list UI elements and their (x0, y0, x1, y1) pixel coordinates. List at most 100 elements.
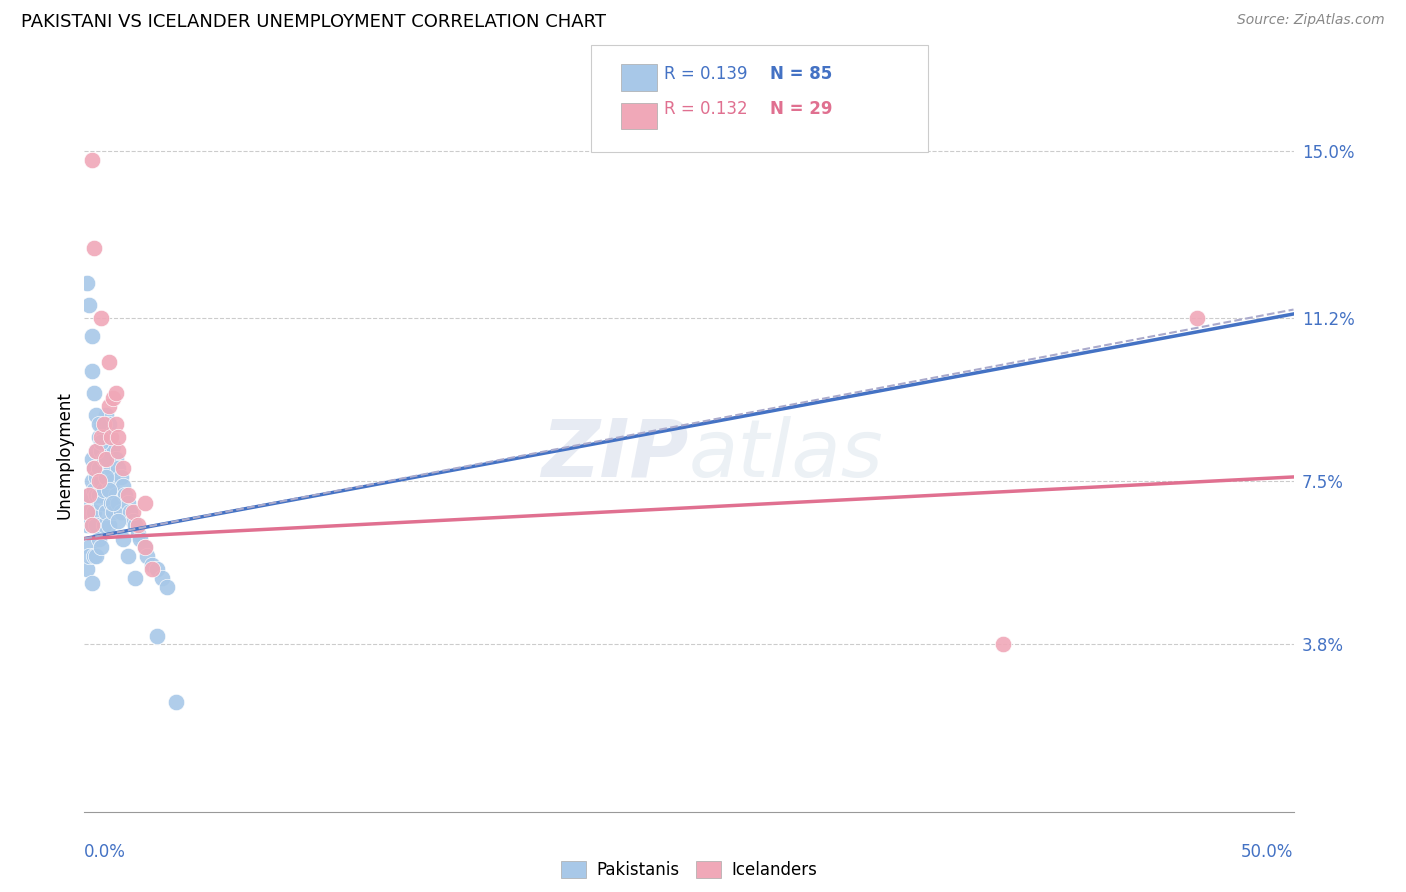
Point (107, 496, 129, 510)
Text: N = 29: N = 29 (770, 100, 832, 118)
Point (110, 470, 132, 484)
Point (121, 505, 143, 519)
Point (87, 487, 110, 501)
Point (90, 496, 112, 510)
Point (90, 417, 112, 431)
Point (94, 505, 117, 519)
Point (97, 443, 120, 458)
Point (77, 541, 100, 555)
Point (97, 518, 120, 533)
Point (97, 483, 120, 498)
Point (97, 475, 120, 489)
Point (150, 571, 173, 585)
Point (155, 580, 177, 594)
Point (83, 483, 105, 498)
Point (103, 439, 125, 453)
Point (93, 452, 115, 467)
Point (80, 364, 103, 378)
Point (90, 443, 112, 458)
Point (86, 518, 108, 533)
Point (77, 487, 100, 501)
Point (90, 434, 112, 449)
Point (86, 470, 108, 484)
Point (129, 532, 152, 546)
Point (94, 470, 117, 484)
Point (107, 430, 129, 444)
Point (93, 452, 115, 467)
Point (112, 532, 135, 546)
Point (94, 470, 117, 484)
Point (83, 461, 105, 475)
Point (86, 443, 108, 458)
Point (165, 695, 187, 709)
Point (134, 541, 156, 555)
Point (93, 518, 115, 533)
Point (146, 628, 169, 642)
Point (77, 505, 100, 519)
Point (103, 391, 125, 405)
Point (87, 475, 110, 489)
Point (97, 355, 120, 369)
Point (127, 518, 149, 533)
Point (77, 298, 100, 312)
Point (86, 443, 108, 458)
Point (76, 518, 98, 533)
Point (80, 475, 103, 489)
Point (107, 443, 129, 458)
Point (993, 637, 1015, 651)
Point (93, 417, 115, 431)
Point (83, 461, 105, 475)
Point (94, 452, 117, 467)
Point (76, 496, 98, 510)
Point (141, 562, 163, 576)
Point (90, 430, 112, 444)
Point (80, 518, 103, 533)
Point (87, 532, 110, 546)
Point (76, 505, 98, 519)
Point (90, 475, 112, 489)
Point (136, 549, 159, 564)
Point (103, 475, 125, 489)
Point (76, 562, 98, 576)
Point (100, 430, 122, 444)
Point (80, 329, 103, 343)
Point (141, 558, 163, 572)
Point (110, 505, 132, 519)
Point (86, 487, 108, 501)
Point (87, 461, 110, 475)
Point (80, 575, 103, 590)
Text: R = 0.132: R = 0.132 (664, 100, 747, 118)
Point (1185, 311, 1208, 326)
Text: N = 85: N = 85 (770, 65, 832, 83)
Point (100, 461, 122, 475)
Point (112, 479, 135, 493)
Point (104, 386, 127, 401)
Text: ZIP: ZIP (541, 416, 689, 494)
Point (100, 430, 122, 444)
Text: atlas: atlas (689, 416, 884, 494)
Point (90, 311, 112, 326)
Point (146, 562, 169, 576)
Point (86, 409, 108, 423)
Point (93, 425, 115, 440)
Point (134, 496, 156, 510)
Point (97, 417, 120, 431)
Point (117, 549, 139, 564)
Point (124, 571, 146, 585)
Point (117, 487, 139, 501)
Point (80, 153, 103, 167)
Point (127, 527, 149, 541)
Point (77, 487, 100, 501)
Point (76, 276, 98, 290)
Point (104, 452, 127, 467)
Point (86, 549, 108, 564)
Point (97, 400, 120, 414)
Point (83, 505, 105, 519)
Point (120, 505, 142, 519)
Point (104, 487, 127, 501)
Text: PAKISTANI VS ICELANDER UNEMPLOYMENT CORRELATION CHART: PAKISTANI VS ICELANDER UNEMPLOYMENT CORR… (21, 13, 606, 31)
Point (114, 487, 136, 501)
Point (80, 518, 103, 533)
Text: Source: ZipAtlas.com: Source: ZipAtlas.com (1237, 13, 1385, 28)
Point (87, 430, 110, 444)
